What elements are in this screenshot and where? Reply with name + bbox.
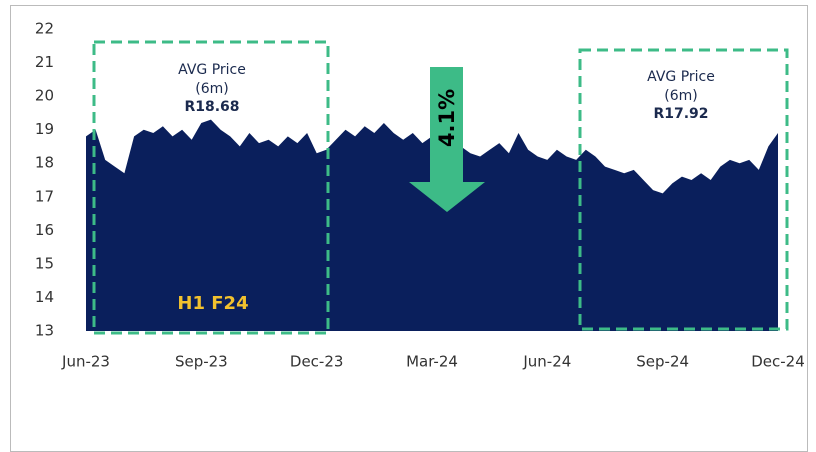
x-tick-label: Dec-23 — [290, 353, 344, 371]
avg-price-note: (6m) — [664, 88, 697, 104]
price-area — [86, 119, 778, 331]
avg-price-note: (6m) — [195, 81, 228, 97]
y-tick-label: 17 — [35, 187, 54, 205]
avg-price-note: AVG Price — [647, 69, 715, 85]
y-tick-label: 15 — [35, 254, 54, 272]
y-tick-label: 19 — [35, 120, 54, 138]
period-box — [92, 40, 330, 335]
y-tick-label: 22 — [35, 20, 54, 38]
x-tick-label: Sep-24 — [636, 353, 689, 371]
x-tick-label: Dec-24 — [751, 353, 805, 371]
x-tick-label: Mar-24 — [406, 353, 458, 371]
x-tick-label: Jun-23 — [61, 353, 110, 371]
x-tick-label: Jun-24 — [522, 353, 571, 371]
y-tick-label: 14 — [35, 288, 54, 306]
y-tick-label: 13 — [35, 322, 54, 340]
y-tick-label: 18 — [35, 154, 54, 172]
avg-price-note: R18.68 — [184, 99, 239, 115]
x-tick-label: Sep-23 — [175, 353, 228, 371]
change-label: 4.1% — [435, 89, 459, 147]
period-label: H1 F24 — [177, 293, 248, 314]
y-tick-label: 20 — [35, 87, 54, 105]
plot-area — [86, 119, 778, 331]
y-tick-label: 21 — [35, 53, 54, 71]
avg-price-note: R17.92 — [653, 106, 708, 122]
avg-price-note: AVG Price — [178, 62, 246, 78]
period-box — [578, 48, 789, 331]
y-tick-label: 16 — [35, 221, 54, 239]
overlay: AVG Price (6m) R18.68 AVG Price (6m) R17.92 H1… — [92, 40, 789, 335]
down-arrow — [409, 67, 485, 212]
